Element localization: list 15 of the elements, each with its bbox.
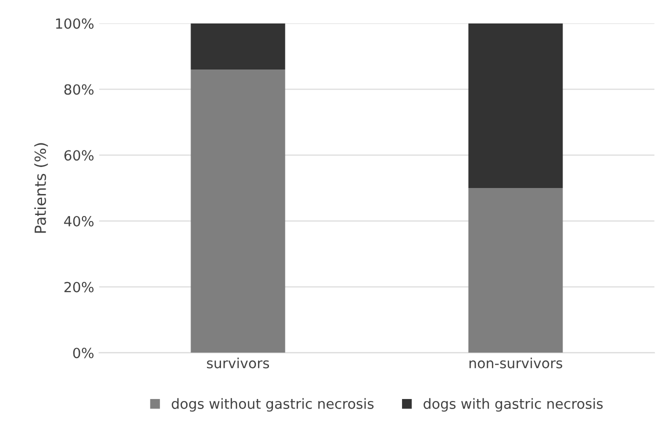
bar (190, 69, 286, 353)
y-tick-label: 80% (64, 84, 94, 95)
legend-label: dogs without gastric necrosis (172, 398, 374, 412)
bar (468, 23, 563, 188)
x-tick-label: non-survivors (470, 358, 562, 368)
bar (190, 23, 286, 70)
y-tick-label: 20% (64, 282, 94, 292)
y-tick-label: 0% (73, 348, 94, 358)
y-axis-title: Patients (%) (34, 143, 48, 233)
x-tick-label: survivors (206, 358, 270, 368)
legend-label: dogs with gastric necrosis (424, 398, 603, 412)
bar (468, 188, 563, 353)
y-tick-label: 60% (64, 150, 94, 161)
y-tick-label: 100% (56, 18, 94, 29)
y-tick-label: 40% (64, 216, 94, 226)
